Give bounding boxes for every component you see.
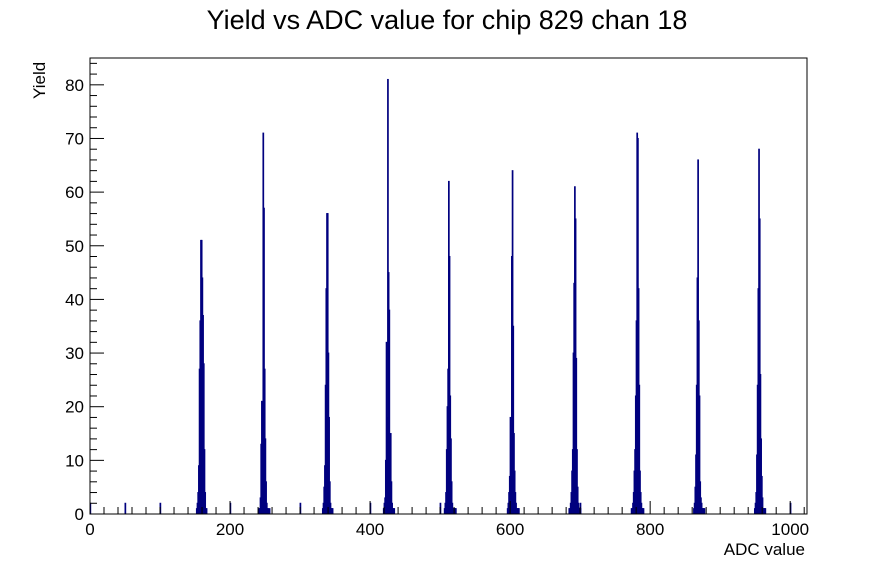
x-axis: 0 200 400 600 800 1000 <box>85 501 809 539</box>
histogram-bar <box>518 508 520 515</box>
y-tick-label: 20 <box>65 398 84 417</box>
x-tick-label: 800 <box>636 520 664 539</box>
y-tick-label: 0 <box>75 505 84 524</box>
histogram-bar <box>124 502 127 515</box>
histogram-bar <box>393 508 396 515</box>
x-tick-label: 0 <box>85 520 94 539</box>
y-tick-label: 70 <box>65 129 84 148</box>
histogram-bar <box>703 508 706 515</box>
plot-frame <box>89 57 808 515</box>
histogram-bar <box>764 508 767 515</box>
histogram-bar <box>642 508 645 515</box>
y-tick-label: 10 <box>65 451 84 470</box>
histogram-bar <box>331 508 334 515</box>
y-axis-label: Yield <box>30 62 49 99</box>
y-tick-label: 40 <box>65 290 84 309</box>
y-tick-label: 50 <box>65 237 84 256</box>
y-tick-label: 30 <box>65 344 84 363</box>
y-axis: 0 10 20 30 40 50 60 70 80 <box>65 62 104 524</box>
x-tick-label: 200 <box>216 520 244 539</box>
x-tick-label: 400 <box>356 520 384 539</box>
histogram-bar <box>455 508 457 515</box>
histogram-bar <box>205 508 208 515</box>
histogram-bar <box>267 508 270 515</box>
y-tick-label: 80 <box>65 76 84 95</box>
y-tick-label: 60 <box>65 183 84 202</box>
x-tick-label: 1000 <box>771 520 809 539</box>
x-tick-label: 600 <box>496 520 524 539</box>
x-axis-label: ADC value <box>724 540 805 559</box>
histogram-bar <box>268 508 271 515</box>
chart-title: Yield vs ADC value for chip 829 chan 18 <box>207 5 688 35</box>
histogram-bars <box>89 78 792 515</box>
